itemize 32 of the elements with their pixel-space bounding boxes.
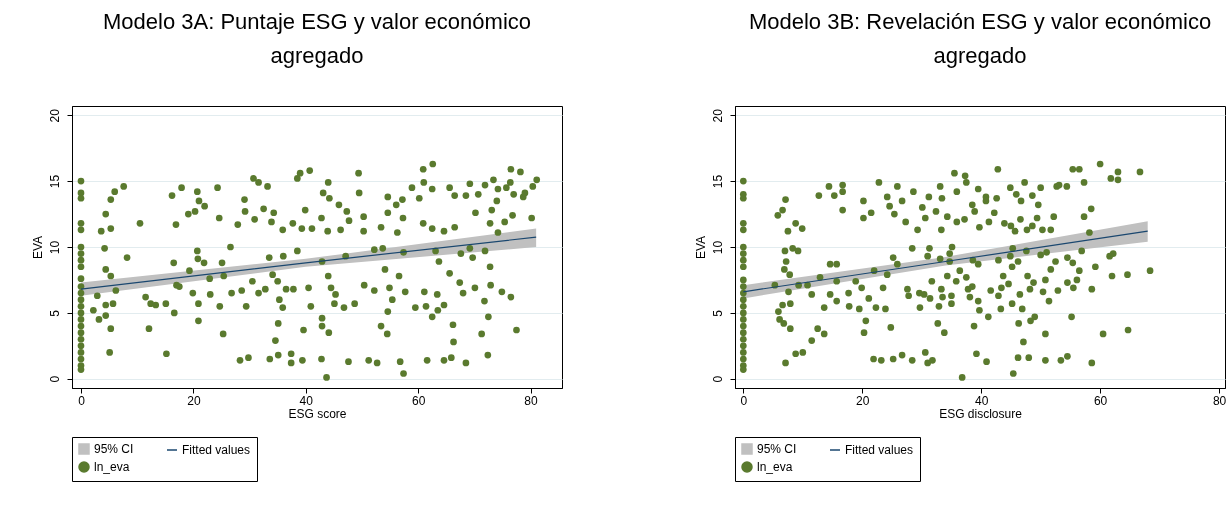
x-tick-label: 20 xyxy=(187,393,201,408)
x-tick-label: 40 xyxy=(299,393,314,408)
legend-label: ln_eva xyxy=(757,460,793,474)
legend-label: Fitted values xyxy=(182,443,251,457)
y-tick-label: 10 xyxy=(710,240,725,255)
chart-title: Modelo 3A: Puntaje ESG y valor económico agregado xyxy=(102,9,532,68)
y-tick-label: 5 xyxy=(47,309,62,317)
y-tick-label: 15 xyxy=(710,174,725,189)
x-axis-title: ESG score xyxy=(288,406,347,421)
y-axis-title: EVA xyxy=(693,235,708,260)
y-tick-label: 0 xyxy=(710,375,725,383)
y-tick-label: 5 xyxy=(710,309,725,317)
text: 95% CI xyxy=(94,442,134,456)
x-tick-label: 80 xyxy=(1212,393,1227,408)
x-axis-title: ESG disclosure xyxy=(939,406,1023,421)
x-tick-label: 40 xyxy=(975,393,989,408)
y-tick-label: 20 xyxy=(710,108,725,123)
chart-title: Modelo 3B: Revelación ESG y valor económico agregado xyxy=(748,9,1212,68)
y-axis-title: EVA xyxy=(30,235,45,260)
y-tick-label: 10 xyxy=(47,240,62,255)
text: 95% CI xyxy=(757,442,797,456)
x-tick-label: 0 xyxy=(740,393,748,408)
legend-label: Fitted values xyxy=(845,443,914,457)
x-tick-label: 0 xyxy=(78,393,86,408)
x-tick-label: 80 xyxy=(524,393,539,408)
x-tick-label: 60 xyxy=(411,393,426,408)
x-tick-label: 20 xyxy=(856,393,870,408)
x-tick-label: 60 xyxy=(1093,393,1108,408)
y-tick-label: 15 xyxy=(47,174,62,189)
legend-label: ln_eva xyxy=(94,460,130,474)
y-tick-label: 20 xyxy=(47,108,62,123)
y-tick-label: 0 xyxy=(47,375,62,383)
